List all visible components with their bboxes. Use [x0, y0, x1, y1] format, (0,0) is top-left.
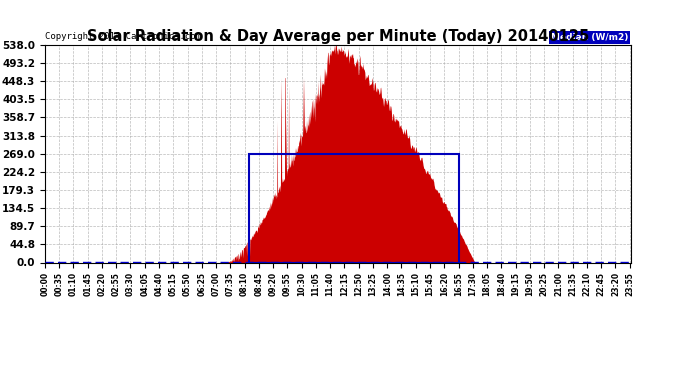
Bar [248, 154, 459, 262]
Title: Solar Radiation & Day Average per Minute (Today) 20140125: Solar Radiation & Day Average per Minute… [87, 29, 589, 44]
Text: Median (W/m2): Median (W/m2) [551, 33, 629, 42]
Text: Copyright 2014 Cartronics.com: Copyright 2014 Cartronics.com [45, 32, 201, 40]
